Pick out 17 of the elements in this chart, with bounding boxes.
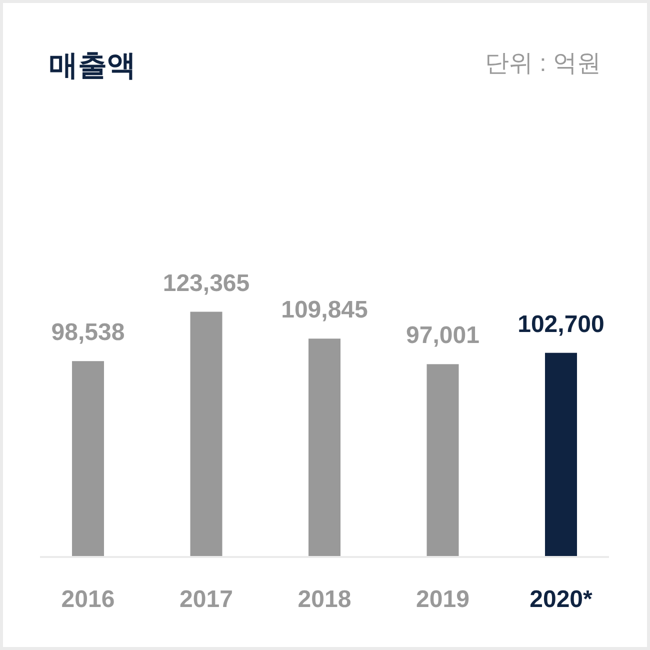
bar bbox=[308, 338, 340, 557]
bar bbox=[72, 361, 104, 557]
x-tick-label: 2017 bbox=[180, 586, 233, 613]
data-label: 123,365 bbox=[162, 270, 250, 297]
x-tick-label: 2018 bbox=[298, 586, 352, 613]
chart-title: 매출액 bbox=[49, 50, 136, 82]
x-tick-label: 2016 bbox=[61, 586, 115, 613]
x-tick-label: 2019 bbox=[416, 586, 470, 613]
data-label: 97,001 bbox=[406, 322, 480, 350]
data-label: 98,538 bbox=[51, 319, 125, 346]
text: 단위 : 억원 bbox=[484, 50, 601, 77]
bar bbox=[545, 352, 577, 557]
data-label: 109,845 bbox=[281, 296, 368, 324]
x-tick-label: 2020* bbox=[530, 586, 594, 613]
bar bbox=[190, 312, 222, 557]
data-label: 102,700 bbox=[518, 310, 604, 338]
bar bbox=[426, 364, 459, 557]
